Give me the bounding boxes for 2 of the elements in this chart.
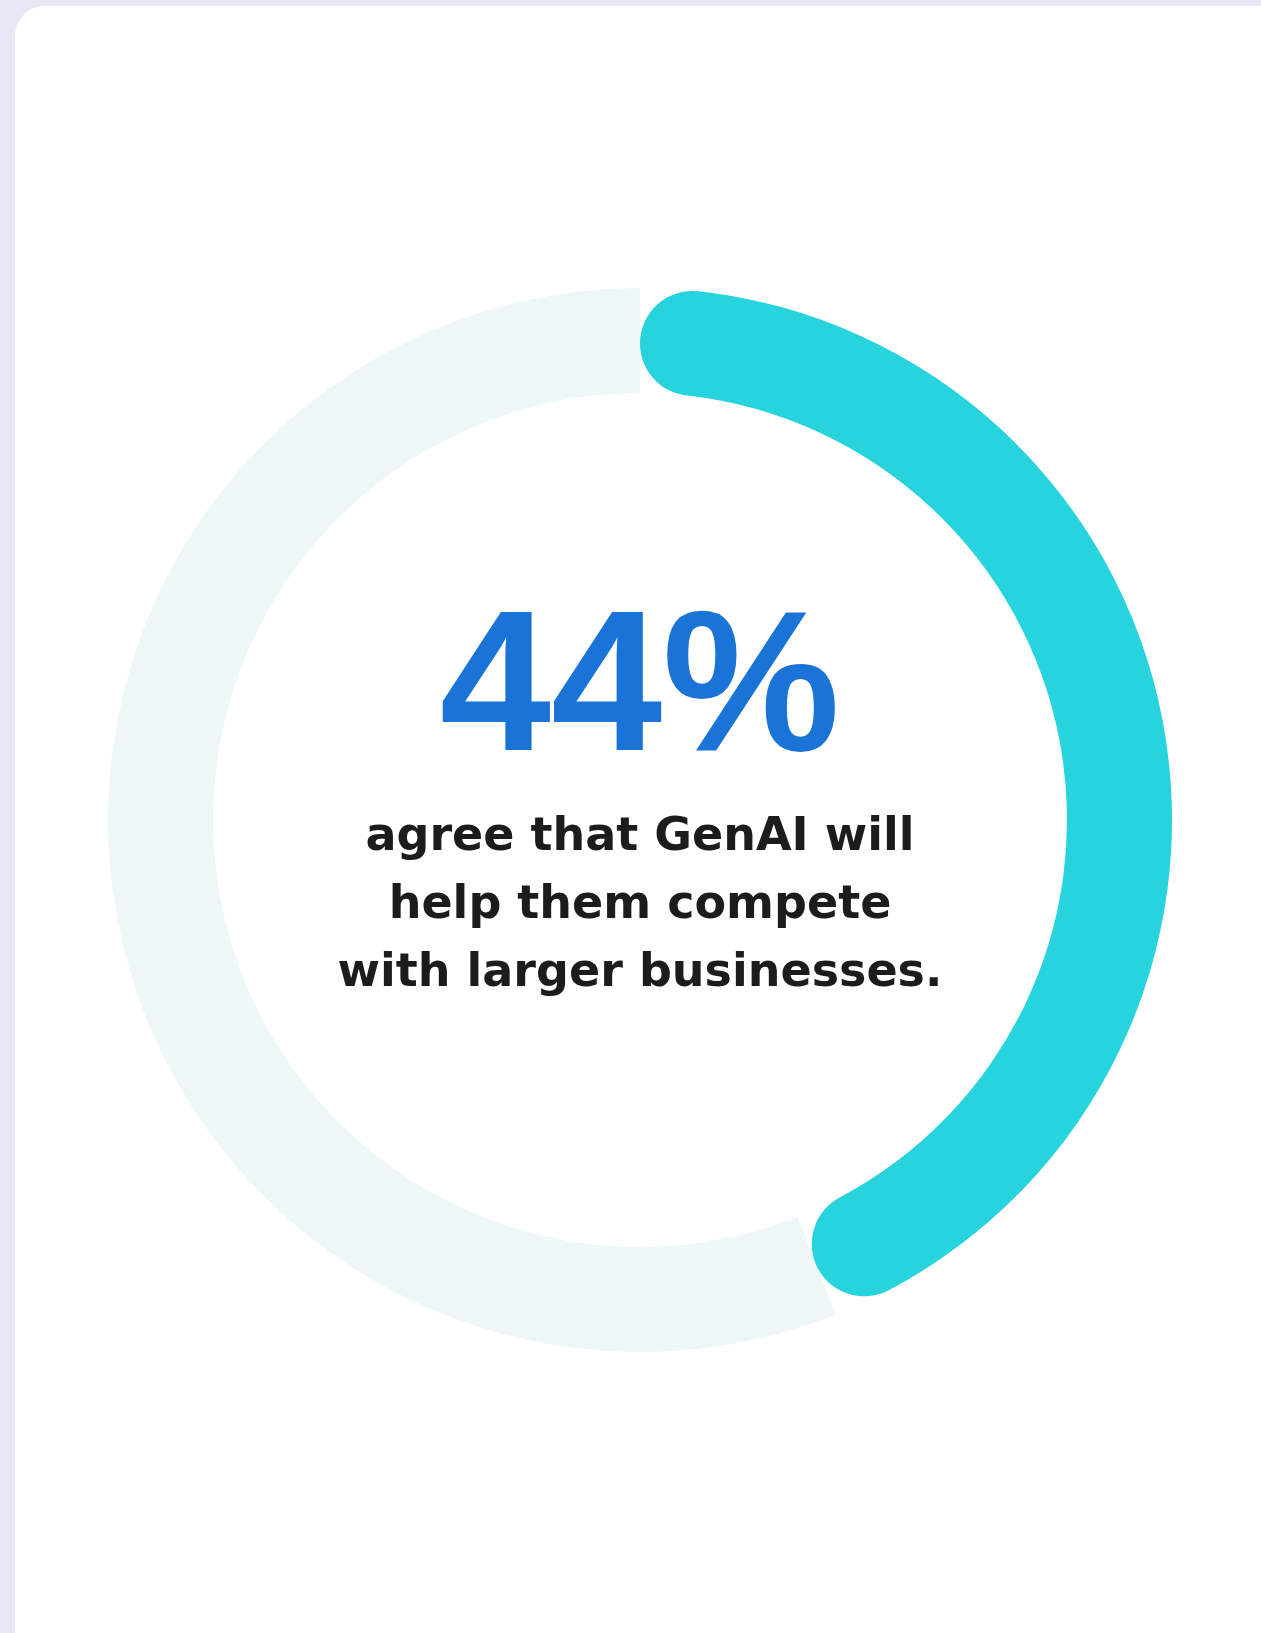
data-label: 44% xyxy=(439,569,841,792)
text: agree that GenAI will help them compete with larger businesses. xyxy=(337,807,943,997)
